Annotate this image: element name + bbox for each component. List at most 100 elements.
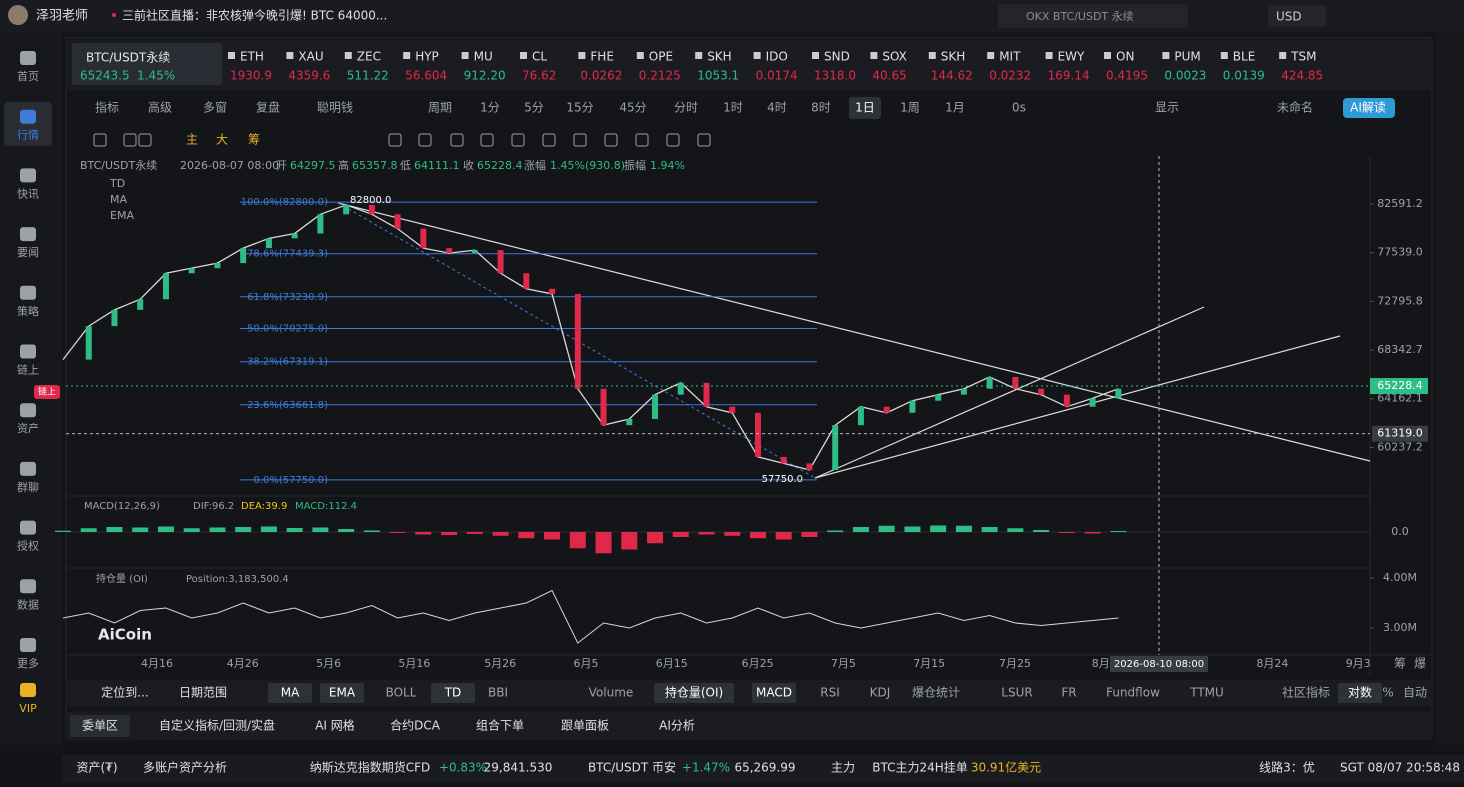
indicator-item[interactable]: LSUR: [1001, 686, 1032, 700]
ticker-symbol[interactable]: HYP: [415, 50, 439, 64]
period[interactable]: 1时: [723, 101, 743, 115]
indicator-item[interactable]: TD: [444, 686, 462, 700]
ticker-symbol[interactable]: MIT: [999, 50, 1021, 64]
ticker-symbol[interactable]: SND: [824, 50, 850, 64]
draw-icon[interactable]: [542, 133, 556, 147]
ticker-price[interactable]: 169.14: [1048, 69, 1090, 83]
order-tab[interactable]: AI 网格: [315, 718, 355, 733]
draw-tool[interactable]: 大: [216, 133, 228, 147]
sidebar-icon[interactable]: [20, 168, 36, 183]
period[interactable]: 8时: [811, 101, 831, 115]
sidebar-label[interactable]: 授权: [17, 539, 39, 553]
sidebar-icon[interactable]: [20, 520, 36, 535]
ticker-price[interactable]: 76.62: [522, 69, 556, 83]
ticker-symbol[interactable]: ZEC: [357, 50, 381, 64]
draw-tool[interactable]: 筹: [248, 133, 260, 147]
indicator-item[interactable]: 社区指标: [1282, 685, 1330, 700]
search-box[interactable]: [998, 4, 1188, 28]
draw-icon[interactable]: [123, 133, 137, 147]
order-tab[interactable]: 自定义指标/回测/实盘: [159, 718, 275, 733]
ticker-price[interactable]: 40.65: [872, 69, 906, 83]
draw-tool[interactable]: 主: [186, 133, 198, 147]
period[interactable]: 5分: [524, 101, 544, 115]
ticker-symbol[interactable]: MU: [474, 50, 493, 64]
ticker-symbol[interactable]: XAU: [298, 50, 323, 64]
ticker-price[interactable]: 0.2125: [639, 69, 681, 83]
sidebar-label[interactable]: 策略: [17, 304, 39, 318]
order-tab[interactable]: 委单区: [82, 719, 118, 733]
ticker-symbol[interactable]: FHE: [590, 50, 614, 64]
legend-item[interactable]: TD: [109, 177, 125, 190]
legend-item[interactable]: MA: [110, 193, 127, 206]
toolbar-item[interactable]: 周期: [428, 101, 452, 115]
ticker-price[interactable]: 912.20: [464, 69, 506, 83]
draw-icon[interactable]: [418, 133, 432, 147]
sidebar-icon[interactable]: [20, 403, 36, 418]
ticker-symbol[interactable]: TSM: [1290, 50, 1316, 64]
period[interactable]: 45分: [619, 101, 646, 115]
ticker-symbol[interactable]: SKH: [707, 50, 732, 64]
status-item[interactable]: 资产(₮): [77, 761, 118, 775]
indicator-item[interactable]: 持仓量(OI): [665, 685, 723, 700]
order-tab[interactable]: AI分析: [659, 719, 695, 733]
toolbar-right-item[interactable]: AI解读: [1350, 101, 1386, 115]
sidebar-icon[interactable]: [20, 461, 36, 476]
ticker-price[interactable]: 56.604: [405, 69, 447, 83]
ticker-symbol[interactable]: EWY: [1058, 50, 1085, 64]
period[interactable]: 1日: [855, 101, 875, 115]
ticker-symbol[interactable]: IDO: [766, 50, 788, 64]
trend-line[interactable]: [337, 202, 1371, 462]
sidebar-icon[interactable]: [20, 51, 36, 65]
ticker-price[interactable]: 4359.6: [288, 69, 330, 83]
ticker-symbol[interactable]: OPE: [649, 50, 673, 64]
draw-icon[interactable]: [450, 133, 464, 147]
period[interactable]: 1周: [900, 101, 920, 115]
draw-icon[interactable]: [604, 133, 618, 147]
draw-icon[interactable]: [511, 133, 525, 147]
period[interactable]: 4时: [767, 101, 787, 115]
sidebar-label[interactable]: 群聊: [17, 480, 39, 494]
order-tab[interactable]: 组合下单: [476, 718, 524, 733]
currency-select[interactable]: [1268, 5, 1326, 27]
sidebar-label[interactable]: 更多: [17, 656, 39, 670]
draw-icon[interactable]: [573, 133, 587, 147]
draw-icon[interactable]: [388, 133, 402, 147]
axis-button[interactable]: 爆: [1414, 657, 1426, 671]
ticker-symbol[interactable]: PUM: [1174, 50, 1200, 64]
sidebar-icon[interactable]: [20, 109, 36, 124]
ticker-price[interactable]: 424.85: [1281, 69, 1323, 83]
ai-button[interactable]: [1343, 98, 1395, 118]
period[interactable]: 1月: [945, 101, 965, 115]
draw-icon[interactable]: [697, 133, 711, 147]
sidebar-label[interactable]: 数据: [17, 597, 39, 611]
toolbar-right-item[interactable]: 0s: [1012, 101, 1026, 115]
ticker-price[interactable]: 144.62: [931, 69, 973, 83]
ticker-price[interactable]: 0.0139: [1223, 69, 1265, 83]
ticker-symbol[interactable]: BLE: [1233, 50, 1256, 64]
indicator-item[interactable]: BBI: [488, 686, 508, 700]
period[interactable]: 分时: [674, 101, 698, 115]
sidebar-label[interactable]: 资产: [17, 421, 39, 435]
ticker-price[interactable]: 511.22: [347, 69, 389, 83]
toolbar-item[interactable]: 复盘: [256, 100, 280, 115]
main-ticker-box[interactable]: [72, 43, 222, 85]
sidebar-label[interactable]: 首页: [17, 69, 39, 83]
indicator-item[interactable]: TTMU: [1189, 686, 1224, 700]
indicator-left[interactable]: 日期范围: [179, 686, 227, 700]
indicator-item[interactable]: RSI: [820, 686, 840, 700]
sidebar-label[interactable]: 行情: [17, 129, 39, 142]
draw-icon[interactable]: [138, 133, 152, 147]
status-item[interactable]: 多账户资产分析: [143, 760, 227, 775]
sidebar-label[interactable]: 要闻: [17, 245, 39, 259]
indicator-item[interactable]: KDJ: [870, 686, 891, 700]
toolbar-item[interactable]: 高级: [148, 100, 172, 115]
sidebar-icon[interactable]: [20, 285, 36, 300]
legend-item[interactable]: EMA: [110, 209, 134, 222]
indicator-item[interactable]: MACD: [756, 686, 792, 700]
indicator-item[interactable]: 爆仓统计: [912, 686, 960, 700]
ticker-price[interactable]: 1053.1: [697, 69, 739, 83]
ticker-symbol[interactable]: ETH: [240, 50, 264, 64]
indicator-item[interactable]: BOLL: [386, 686, 417, 700]
indicator-item[interactable]: MA: [281, 686, 300, 700]
period[interactable]: 15分: [566, 101, 593, 115]
